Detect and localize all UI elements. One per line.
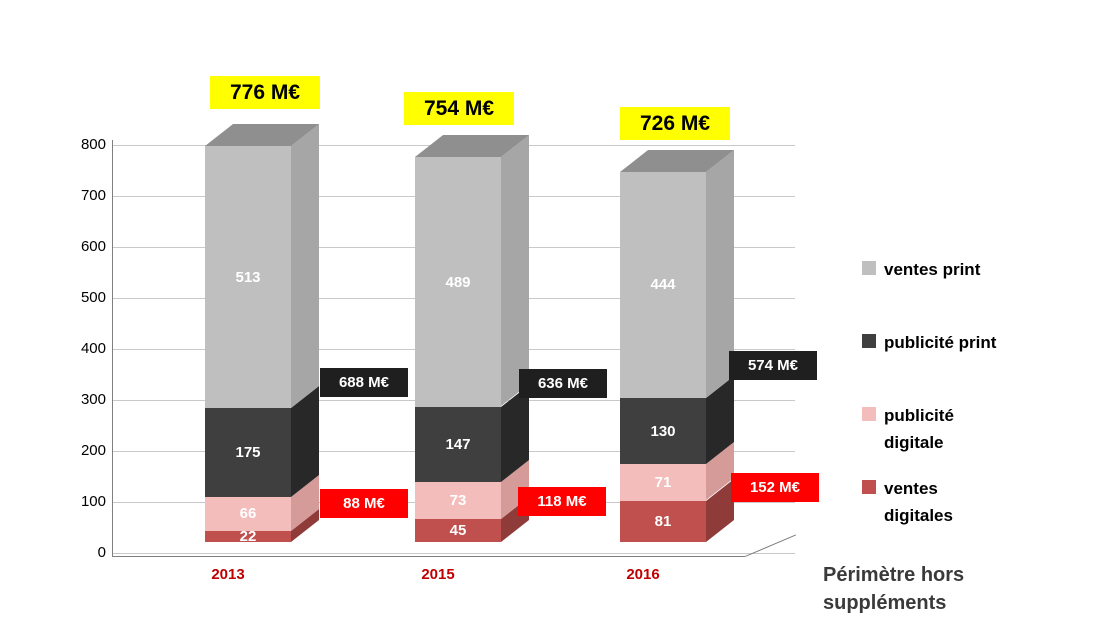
- bar-segment-value-ventes-digitales-2013: 22: [239, 527, 257, 545]
- legend-swatch-ventes-digitales: [862, 480, 876, 494]
- bar-segment-ventes-print-2013: 513: [205, 146, 291, 408]
- bar-segment-value-publicite-print-2016: 130: [650, 422, 676, 440]
- legend-label-publicite-print: publicité print: [884, 333, 997, 352]
- bar-segment-value-ventes-print-2015: 489: [445, 273, 471, 291]
- x-axis-category-label-2013: 2013: [211, 566, 245, 583]
- y-axis-tick-label-100: 100: [80, 493, 106, 510]
- y-axis-tick-label-600: 600: [80, 238, 106, 255]
- x-axis-category-label-2015: 2015: [421, 566, 455, 583]
- y-axis-tick-label-400: 400: [80, 340, 106, 357]
- digital-total-callout-2013: 88 M€: [320, 489, 408, 518]
- bar-segment-publicite-print-2013: 175: [205, 407, 291, 498]
- bar-segment-value-publicite-digitale-2015: 73: [449, 491, 467, 509]
- bar-segment-publicite-digitale-2015: 73: [415, 481, 501, 520]
- legend-swatch-ventes-print: [862, 261, 876, 275]
- y-axis-tick-label-500: 500: [80, 289, 106, 306]
- y-axis-tick-label-0: 0: [97, 544, 106, 561]
- bar-segment-ventes-print-2016: 444: [620, 171, 706, 399]
- legend-label-publicite-digitale: publicité digitale: [884, 406, 954, 452]
- y-axis-tick-label-700: 700: [80, 187, 106, 204]
- print-total-callout-2016: 574 M€: [729, 351, 817, 380]
- bar-segment-ventes-digitales-2015: 45: [415, 519, 501, 542]
- bar-segment-publicite-print-2015: 147: [415, 406, 501, 482]
- y-axis-tick-label-800: 800: [80, 136, 106, 153]
- total-callout-2016: 726 M€: [620, 107, 730, 140]
- digital-total-callout-2015: 118 M€: [518, 487, 606, 516]
- legend-item-publicite-print: publicité print: [862, 329, 996, 356]
- total-callout-2015: 754 M€: [404, 92, 514, 125]
- floor-edge-line: [745, 534, 797, 557]
- print-total-callout-2015: 636 M€: [519, 369, 607, 398]
- total-callout-2013: 776 M€: [210, 76, 320, 109]
- chart-footnote: Périmètre hors suppléments: [823, 564, 965, 614]
- gridline-0: [112, 552, 795, 554]
- legend-label-ventes-digitales: ventes digitales: [884, 479, 953, 525]
- bar-segment-value-ventes-digitales-2015: 45: [449, 522, 467, 540]
- bar-segment-publicite-print-2016: 130: [620, 398, 706, 465]
- bar-segment-publicite-digitale-2016: 71: [620, 464, 706, 501]
- bar-segment-value-ventes-digitales-2016: 81: [654, 512, 672, 530]
- bar-segment-value-publicite-digitale-2013: 66: [239, 505, 257, 523]
- bar-segment-value-ventes-print-2016: 444: [650, 276, 676, 294]
- print-total-callout-2013: 688 M€: [320, 368, 408, 397]
- bar-segment-ventes-print-2015: 489: [415, 157, 501, 407]
- y-axis-tick-label-200: 200: [80, 442, 106, 459]
- x-axis-category-label-2016: 2016: [626, 566, 660, 583]
- legend-label-ventes-print: ventes print: [884, 260, 981, 279]
- bar-segment-ventes-digitales-2013: 22: [205, 527, 291, 545]
- y-axis-line: [112, 140, 113, 557]
- legend-swatch-publicite-digitale: [862, 407, 876, 421]
- legend-item-ventes-digitales: ventes digitales: [862, 475, 953, 529]
- legend-item-publicite-digitale: publicité digitale: [862, 402, 954, 456]
- legend-item-ventes-print: ventes print: [862, 256, 980, 283]
- bar-segment-ventes-digitales-2016: 81: [620, 500, 706, 542]
- bar-segment-value-ventes-print-2013: 513: [235, 268, 261, 286]
- y-axis-tick-label-300: 300: [80, 391, 106, 408]
- bar-segment-value-publicite-print-2015: 147: [445, 435, 471, 453]
- bar-side-face-ventes-print-2013: [291, 124, 319, 408]
- bar-segment-value-publicite-digitale-2016: 71: [654, 474, 672, 492]
- x-axis-line: [112, 556, 745, 557]
- legend-swatch-publicite-print: [862, 334, 876, 348]
- bar-segment-publicite-digitale-2013: 66: [205, 497, 291, 531]
- bar-segment-value-publicite-print-2013: 175: [235, 443, 261, 461]
- bar-side-face-ventes-print-2015: [501, 135, 529, 407]
- digital-total-callout-2016: 152 M€: [731, 473, 819, 502]
